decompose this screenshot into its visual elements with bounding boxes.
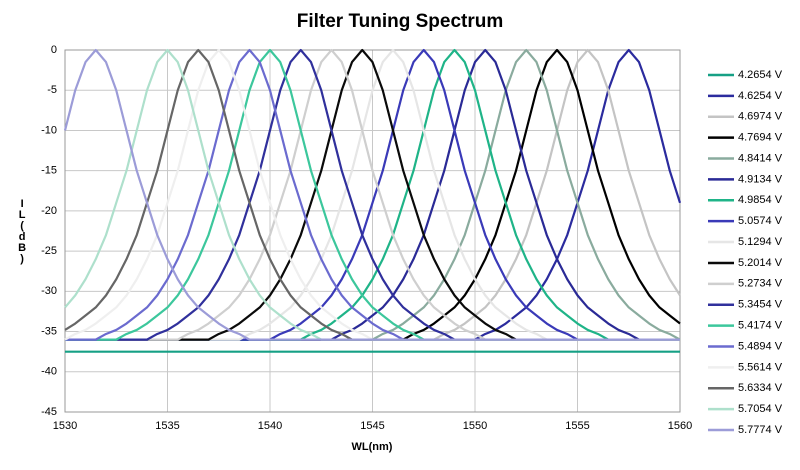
- y-tick-label: -25: [41, 245, 57, 257]
- y-tick-label: -40: [41, 366, 57, 378]
- y-tick-label: -5: [47, 84, 57, 96]
- legend-label: 5.1294 V: [738, 236, 783, 248]
- legend-label: 5.2734 V: [738, 278, 783, 290]
- x-tick-label: 1545: [360, 420, 384, 432]
- x-tick-label: 1560: [668, 420, 692, 432]
- x-tick-label: 1550: [463, 420, 487, 432]
- y-tick-label: -45: [41, 406, 57, 418]
- y-tick-label: 0: [51, 44, 57, 56]
- x-tick-label: 1540: [258, 420, 282, 432]
- legend-label: 5.6334 V: [738, 382, 783, 394]
- x-tick-label: 1535: [155, 420, 179, 432]
- legend-label: 4.8414 V: [738, 152, 783, 164]
- legend-label: 5.3454 V: [738, 299, 783, 311]
- y-axis-label: IL(dB): [16, 198, 28, 264]
- legend-label: 5.0574 V: [738, 215, 783, 227]
- y-tick-label: -20: [41, 205, 57, 217]
- legend-label: 4.7694 V: [738, 132, 783, 144]
- x-axis-label: WL(nm): [352, 441, 393, 453]
- legend-label: 4.6254 V: [738, 90, 783, 102]
- legend-label: 4.6974 V: [738, 111, 783, 123]
- y-tick-label: -35: [41, 325, 57, 337]
- y-tick-label: -10: [41, 124, 57, 136]
- legend-label: 5.5614 V: [738, 361, 783, 373]
- legend-label: 4.2654 V: [738, 69, 783, 81]
- plot-frame: [64, 49, 681, 413]
- legend-label: 5.2014 V: [738, 257, 783, 269]
- legend-label: 5.4894 V: [738, 340, 783, 352]
- y-tick-label: -15: [41, 165, 57, 177]
- legend-label: 4.9134 V: [738, 173, 783, 185]
- legend-label: 5.7054 V: [738, 403, 783, 415]
- chart-title: Filter Tuning Spectrum: [297, 11, 504, 32]
- legend-label: 5.4174 V: [738, 319, 783, 331]
- y-tick-label: -30: [41, 285, 57, 297]
- legend-label: 5.7774 V: [738, 424, 783, 436]
- x-tick-label: 1555: [565, 420, 589, 432]
- x-tick-label: 1530: [53, 420, 77, 432]
- series-line: [63, 48, 680, 341]
- legend-label: 4.9854 V: [738, 194, 783, 206]
